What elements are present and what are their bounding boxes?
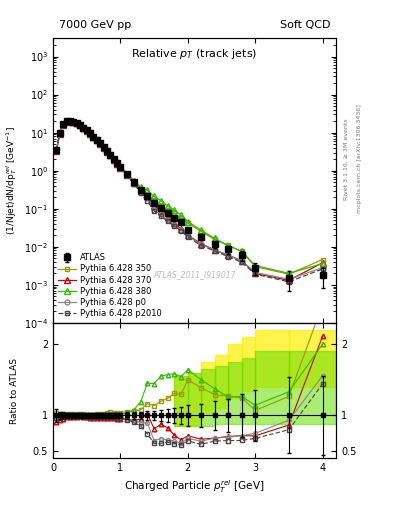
- X-axis label: Charged Particle $p_T^{rel}$ [GeV]: Charged Particle $p_T^{rel}$ [GeV]: [124, 479, 265, 496]
- Text: Soft QCD: Soft QCD: [280, 20, 331, 30]
- Legend: ATLAS, Pythia 6.428 350, Pythia 6.428 370, Pythia 6.428 380, Pythia 6.428 p0, Py: ATLAS, Pythia 6.428 350, Pythia 6.428 37…: [55, 250, 165, 321]
- Text: 7000 GeV pp: 7000 GeV pp: [59, 20, 131, 30]
- Y-axis label: Ratio to ATLAS: Ratio to ATLAS: [10, 357, 19, 423]
- Text: Rivet 3.1.10, ≥ 3M events: Rivet 3.1.10, ≥ 3M events: [344, 118, 349, 200]
- Text: Relative $p_T$ (track jets): Relative $p_T$ (track jets): [131, 47, 258, 61]
- Text: ATLAS_2011_I919017: ATLAS_2011_I919017: [153, 270, 236, 279]
- Text: mcplots.cern.ch [arXiv:1306.3436]: mcplots.cern.ch [arXiv:1306.3436]: [357, 104, 362, 213]
- Y-axis label: (1/Njet)dN/dp$_T^{rel}$ [GeV$^{-1}$]: (1/Njet)dN/dp$_T^{rel}$ [GeV$^{-1}$]: [4, 126, 19, 235]
